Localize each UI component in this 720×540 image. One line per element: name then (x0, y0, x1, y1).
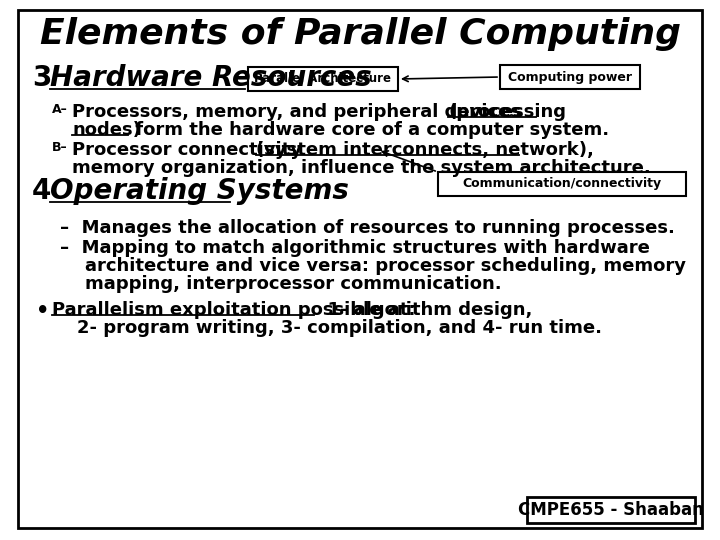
Text: 1- algorithm design,: 1- algorithm design, (315, 301, 532, 319)
Text: Hardware Resources: Hardware Resources (50, 64, 372, 92)
Bar (527, 497, 695, 523)
Text: –  Mapping to match algorithmic structures with hardware: – Mapping to match algorithmic structure… (60, 239, 650, 257)
Text: Parallelism exploitation possible at:: Parallelism exploitation possible at: (52, 301, 415, 319)
Text: B–: B– (52, 141, 68, 154)
Text: nodes): nodes) (72, 121, 141, 139)
Text: Processor connectivity: Processor connectivity (72, 141, 308, 159)
Text: Parallel Architecture: Parallel Architecture (254, 72, 392, 85)
Text: architecture and vice versa: processor scheduling, memory: architecture and vice versa: processor s… (60, 257, 686, 275)
Text: –  Manages the allocation of resources to running processes.: – Manages the allocation of resources to… (60, 219, 675, 237)
Text: Computing power: Computing power (508, 71, 632, 84)
Bar (500, 65, 640, 89)
Text: (system interconnects, network),: (system interconnects, network), (256, 141, 594, 159)
Text: Operating Systems: Operating Systems (50, 177, 349, 205)
Text: 4: 4 (32, 177, 51, 205)
Text: mapping, interprocessor communication.: mapping, interprocessor communication. (60, 275, 502, 293)
Text: (processing: (processing (448, 103, 566, 121)
Text: Processors, memory, and peripheral devices: Processors, memory, and peripheral devic… (72, 103, 527, 121)
Text: form the hardware core of a computer system.: form the hardware core of a computer sys… (129, 121, 609, 139)
Text: CMPE655 - Shaaban: CMPE655 - Shaaban (518, 501, 704, 519)
Text: A–: A– (52, 103, 68, 116)
Text: •: • (36, 301, 50, 321)
Bar (248, 67, 398, 91)
Text: Elements of Parallel Computing: Elements of Parallel Computing (40, 17, 680, 51)
Text: memory organization, influence the system architecture.: memory organization, influence the syste… (72, 159, 651, 177)
Text: Communication/connectivity: Communication/connectivity (462, 178, 662, 191)
Text: 2- program writing, 3- compilation, and 4- run time.: 2- program writing, 3- compilation, and … (52, 319, 602, 337)
Bar (438, 172, 686, 196)
Text: 3: 3 (32, 64, 51, 92)
